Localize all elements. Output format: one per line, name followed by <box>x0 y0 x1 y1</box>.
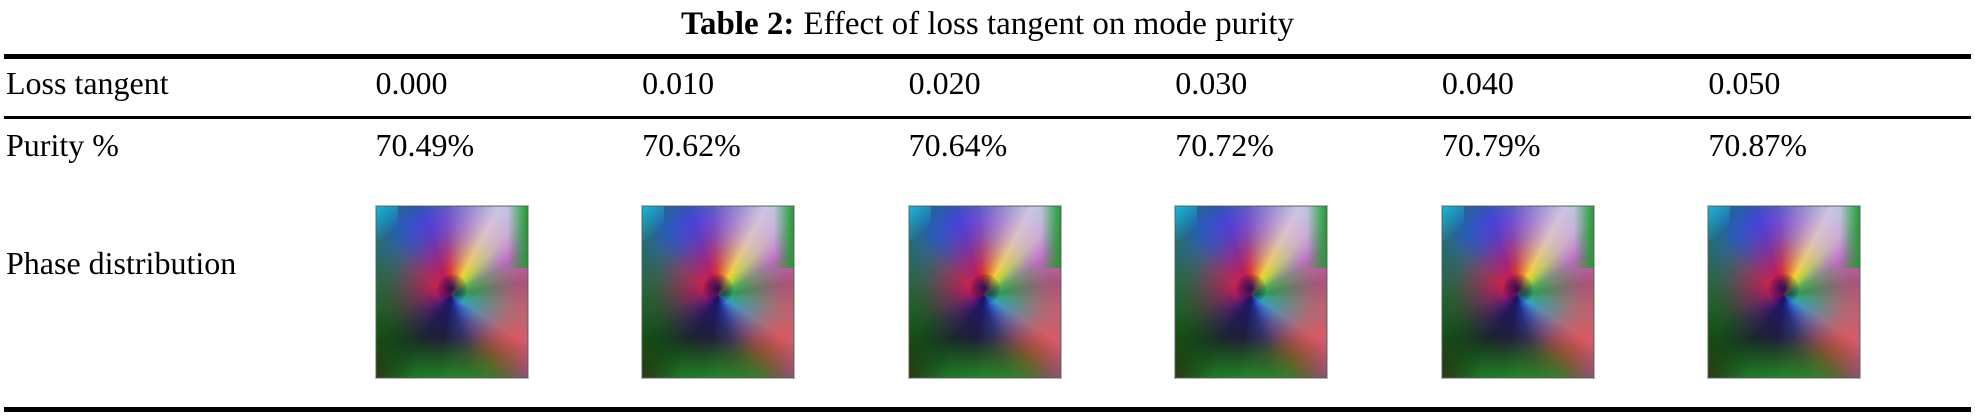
phase-corner-cyan-icon <box>908 206 931 240</box>
phase-distribution-image-5 <box>1708 206 1861 378</box>
phase-cell-1 <box>642 206 909 378</box>
row-header-label: Loss tangent <box>6 65 169 101</box>
table-row: Loss tangent 0.000 0.010 0.020 0.030 0.0… <box>0 64 1975 102</box>
phase-corner-green-icon <box>1573 206 1594 268</box>
phase-tile-border <box>1175 206 1327 378</box>
row-purity-label: Purity % <box>6 127 119 163</box>
table-header-rule <box>4 116 1971 119</box>
phase-corner-green-icon <box>507 206 528 268</box>
table-caption-label: Table 2: <box>680 6 795 42</box>
purity-value-5: 70.87% <box>1708 127 1808 163</box>
row-phase-distribution-label: Phase distribution <box>6 245 237 281</box>
phase-corner-green-icon <box>1040 206 1061 268</box>
phase-corner-cyan-icon <box>1175 206 1198 240</box>
loss-tangent-value-5: 0.050 <box>1708 65 1781 101</box>
phase-base-band <box>1708 338 1861 378</box>
loss-tangent-value-3: 0.030 <box>1175 65 1248 101</box>
phase-corner-cyan-icon <box>642 206 665 240</box>
purity-value-0: 70.49% <box>375 127 475 163</box>
phase-corner-cyan-icon <box>375 206 398 240</box>
phase-distribution-image-2 <box>908 206 1061 378</box>
phase-corner-green-icon <box>1840 206 1861 268</box>
phase-base-band <box>1175 338 1328 378</box>
phase-base-band <box>375 338 528 378</box>
phase-singularity-core <box>969 273 1000 304</box>
phase-distribution-image-4 <box>1441 206 1594 378</box>
phase-singularity-core <box>1769 273 1800 304</box>
purity-value-3: 70.72% <box>1175 127 1274 163</box>
phase-base-band <box>1441 338 1594 378</box>
phase-base-band <box>908 338 1061 378</box>
phase-tile-border <box>642 206 794 378</box>
phase-cell-2 <box>908 206 1176 378</box>
purity-value-2: 70.64% <box>908 127 1008 163</box>
phase-distribution-image-1 <box>642 206 795 378</box>
phase-singularity-core <box>703 273 734 304</box>
phase-corner-green-icon <box>1307 206 1328 268</box>
table-bottom-rule <box>4 407 1971 412</box>
table-caption: Table 2: Effect of loss tangent on mode p… <box>0 2 1975 46</box>
phase-corner-cyan-icon <box>1708 206 1731 240</box>
phase-singularity-core <box>1502 273 1533 304</box>
table-row: Purity % 70.49% 70.62% 70.64% 70.72% 70.… <box>0 126 1975 164</box>
phase-cell-5 <box>1708 206 1975 378</box>
table-row: Phase distribution <box>0 206 1975 378</box>
phase-distribution-image-3 <box>1175 206 1328 378</box>
phase-singularity-core <box>1236 273 1267 304</box>
phase-corner-cyan-icon <box>1441 206 1464 240</box>
phase-singularity-core <box>436 273 467 304</box>
phase-distribution-image-0 <box>375 206 528 378</box>
phase-tile-border <box>376 206 528 378</box>
purity-value-4: 70.79% <box>1441 127 1541 163</box>
loss-tangent-value-4: 0.040 <box>1441 65 1514 101</box>
phase-base-band <box>642 338 795 378</box>
table-top-rule <box>4 54 1971 59</box>
loss-tangent-value-0: 0.000 <box>375 65 448 101</box>
loss-tangent-value-2: 0.020 <box>908 65 981 101</box>
table-caption-text: Effect of loss tangent on mode purity <box>803 6 1294 42</box>
phase-tile-border <box>1708 206 1860 378</box>
phase-tile-border <box>909 206 1061 378</box>
phase-cell-3 <box>1175 206 1442 378</box>
purity-value-1: 70.62% <box>642 127 741 163</box>
phase-cell-0 <box>375 206 643 378</box>
loss-tangent-value-1: 0.010 <box>642 65 715 101</box>
phase-corner-green-icon <box>774 206 795 268</box>
phase-tile-border <box>1442 206 1594 378</box>
phase-cell-4 <box>1441 206 1709 378</box>
